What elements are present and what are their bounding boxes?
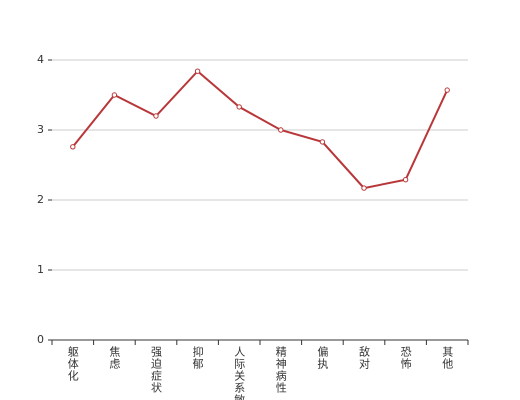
point (319, 139, 326, 145)
x-tick-label: 人际关系敏感 (233, 346, 246, 400)
point (361, 185, 367, 191)
x-tick-label: 偏执 (316, 345, 329, 370)
point (278, 127, 284, 133)
x-tick-label: 恐怖 (399, 346, 412, 370)
y-tick-label: 3 (37, 123, 44, 136)
y-tick-label: 2 (37, 193, 44, 206)
x-tick-label: 焦虑 (108, 346, 121, 370)
y-tick-label: 0 (37, 333, 44, 346)
point (70, 144, 76, 150)
point (402, 177, 409, 183)
point (194, 68, 201, 74)
x-tick-label: 其他 (441, 346, 454, 370)
y-tick-label: 1 (37, 263, 44, 276)
point (111, 92, 118, 98)
line (72, 69, 449, 190)
point (153, 113, 159, 119)
x-tick-label: 躯体化 (66, 346, 79, 382)
x-tick-label: 强迫症状 (150, 346, 163, 394)
x-tick-label: 精神病性 (274, 346, 287, 394)
x-tick-label: 抑郁 (191, 345, 204, 370)
point (236, 104, 242, 110)
y-tick-label: 4 (37, 53, 44, 66)
x-tick-label: 敌对 (358, 345, 371, 370)
point (444, 87, 450, 93)
